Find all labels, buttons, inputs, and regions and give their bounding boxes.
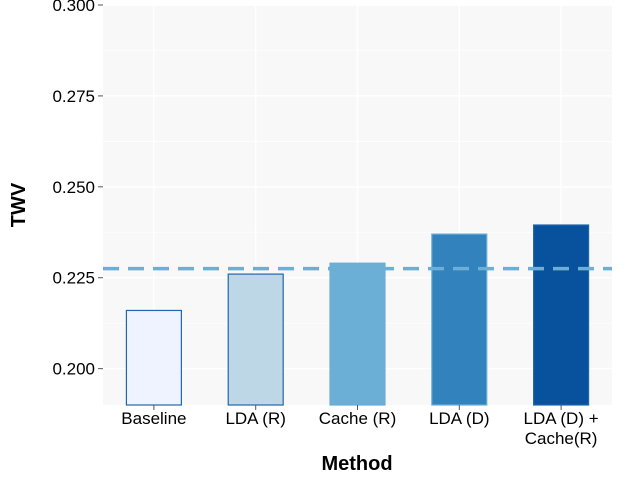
bar [227, 273, 284, 406]
y-axis: 0.200 0.225 0.250 0.275 0.300 [52, 0, 103, 379]
bar [329, 262, 386, 406]
bar [533, 224, 590, 406]
y-tick-label: 0.250 [52, 178, 95, 197]
x-tick-label: LDA (D) + Cache(R) [524, 409, 599, 448]
x-tick-label: LDA (R) [225, 409, 285, 428]
x-tick-label: Baseline [121, 409, 186, 428]
y-axis-title: TWV [8, 182, 30, 227]
x-tick-label: Cache (R) [319, 409, 396, 428]
x-tick-label: LDA (D) [429, 409, 489, 428]
bar [431, 233, 488, 406]
x-axis: Baseline LDA (R) Cache (R) LDA (D) LDA (D) +… [121, 405, 599, 448]
y-tick-label: 0.225 [52, 269, 95, 288]
y-tick-label: 0.200 [52, 360, 95, 379]
x-axis-title: Method [321, 453, 392, 475]
y-tick-label: 0.275 [52, 87, 95, 106]
bars [125, 224, 590, 406]
bar [125, 309, 182, 406]
y-tick-label: 0.300 [52, 0, 95, 15]
